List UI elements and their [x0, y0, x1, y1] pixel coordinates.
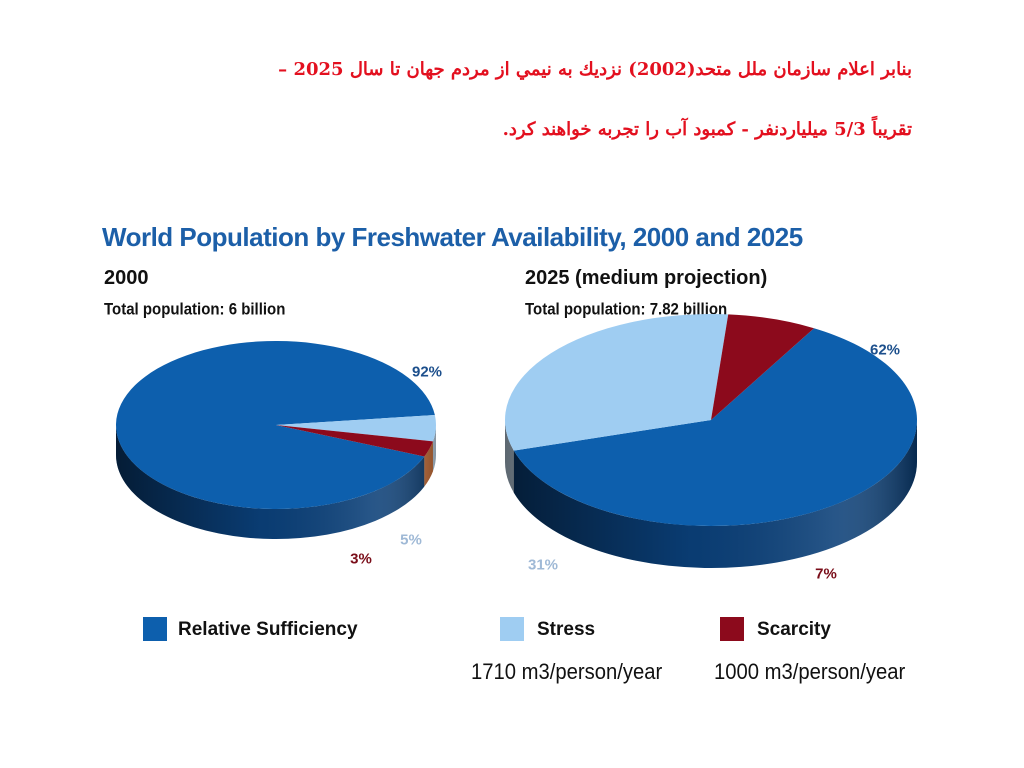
legend-swatch-stress [500, 617, 524, 641]
slice-label-relative-sufficiency: 92% [411, 363, 443, 381]
pie-2000-total-label: Total population: 6 billion [104, 300, 286, 319]
slice-label-stress: 5% [400, 531, 422, 549]
slice-label-scarcity: 3% [350, 550, 372, 568]
legend-label-scarcity: Scarcity [757, 619, 831, 640]
pie-side-shading [116, 425, 436, 539]
pie-slice-scarcity [711, 314, 814, 420]
legend-swatch-relative-sufficiency [143, 617, 167, 641]
slide-heading-line-1: بنابر اعلام سازمان ملل متحد(2002) نزديك … [278, 59, 912, 80]
slice-label-relative-sufficiency: 62% [869, 341, 901, 359]
pie-slice-stress [505, 314, 729, 451]
slide-heading-line-2: تقريباً 5/3 ميلياردنفر - كمبود آب را تجر… [502, 119, 912, 140]
legend-label-relative-sufficiency: Relative Sufficiency [178, 619, 358, 640]
legend-swatch-scarcity [720, 617, 744, 641]
slice-label-stress: 31% [527, 556, 559, 574]
pie-2025-year-label: 2025 (medium projection) [525, 267, 768, 289]
slice-label-scarcity: 7% [815, 565, 837, 583]
scarcity-threshold-label: 1000 m3/person/year [714, 659, 906, 684]
chart-title: World Population by Freshwater Availabil… [102, 222, 803, 252]
pie-slice-scarcity [276, 425, 433, 457]
pie-slice-relative-sufficiency [116, 341, 435, 510]
pie-2025-total-label: Total population: 7.82 billion [525, 300, 728, 319]
stress-threshold-label: 1710 m3/person/year [471, 659, 663, 684]
legend-label-stress: Stress [537, 619, 596, 640]
pie-side-shading [505, 420, 917, 568]
pie-slice-stress [276, 415, 436, 442]
pie-2000-year-label: 2000 [104, 267, 149, 289]
pie-slice-relative-sufficiency [513, 328, 917, 526]
